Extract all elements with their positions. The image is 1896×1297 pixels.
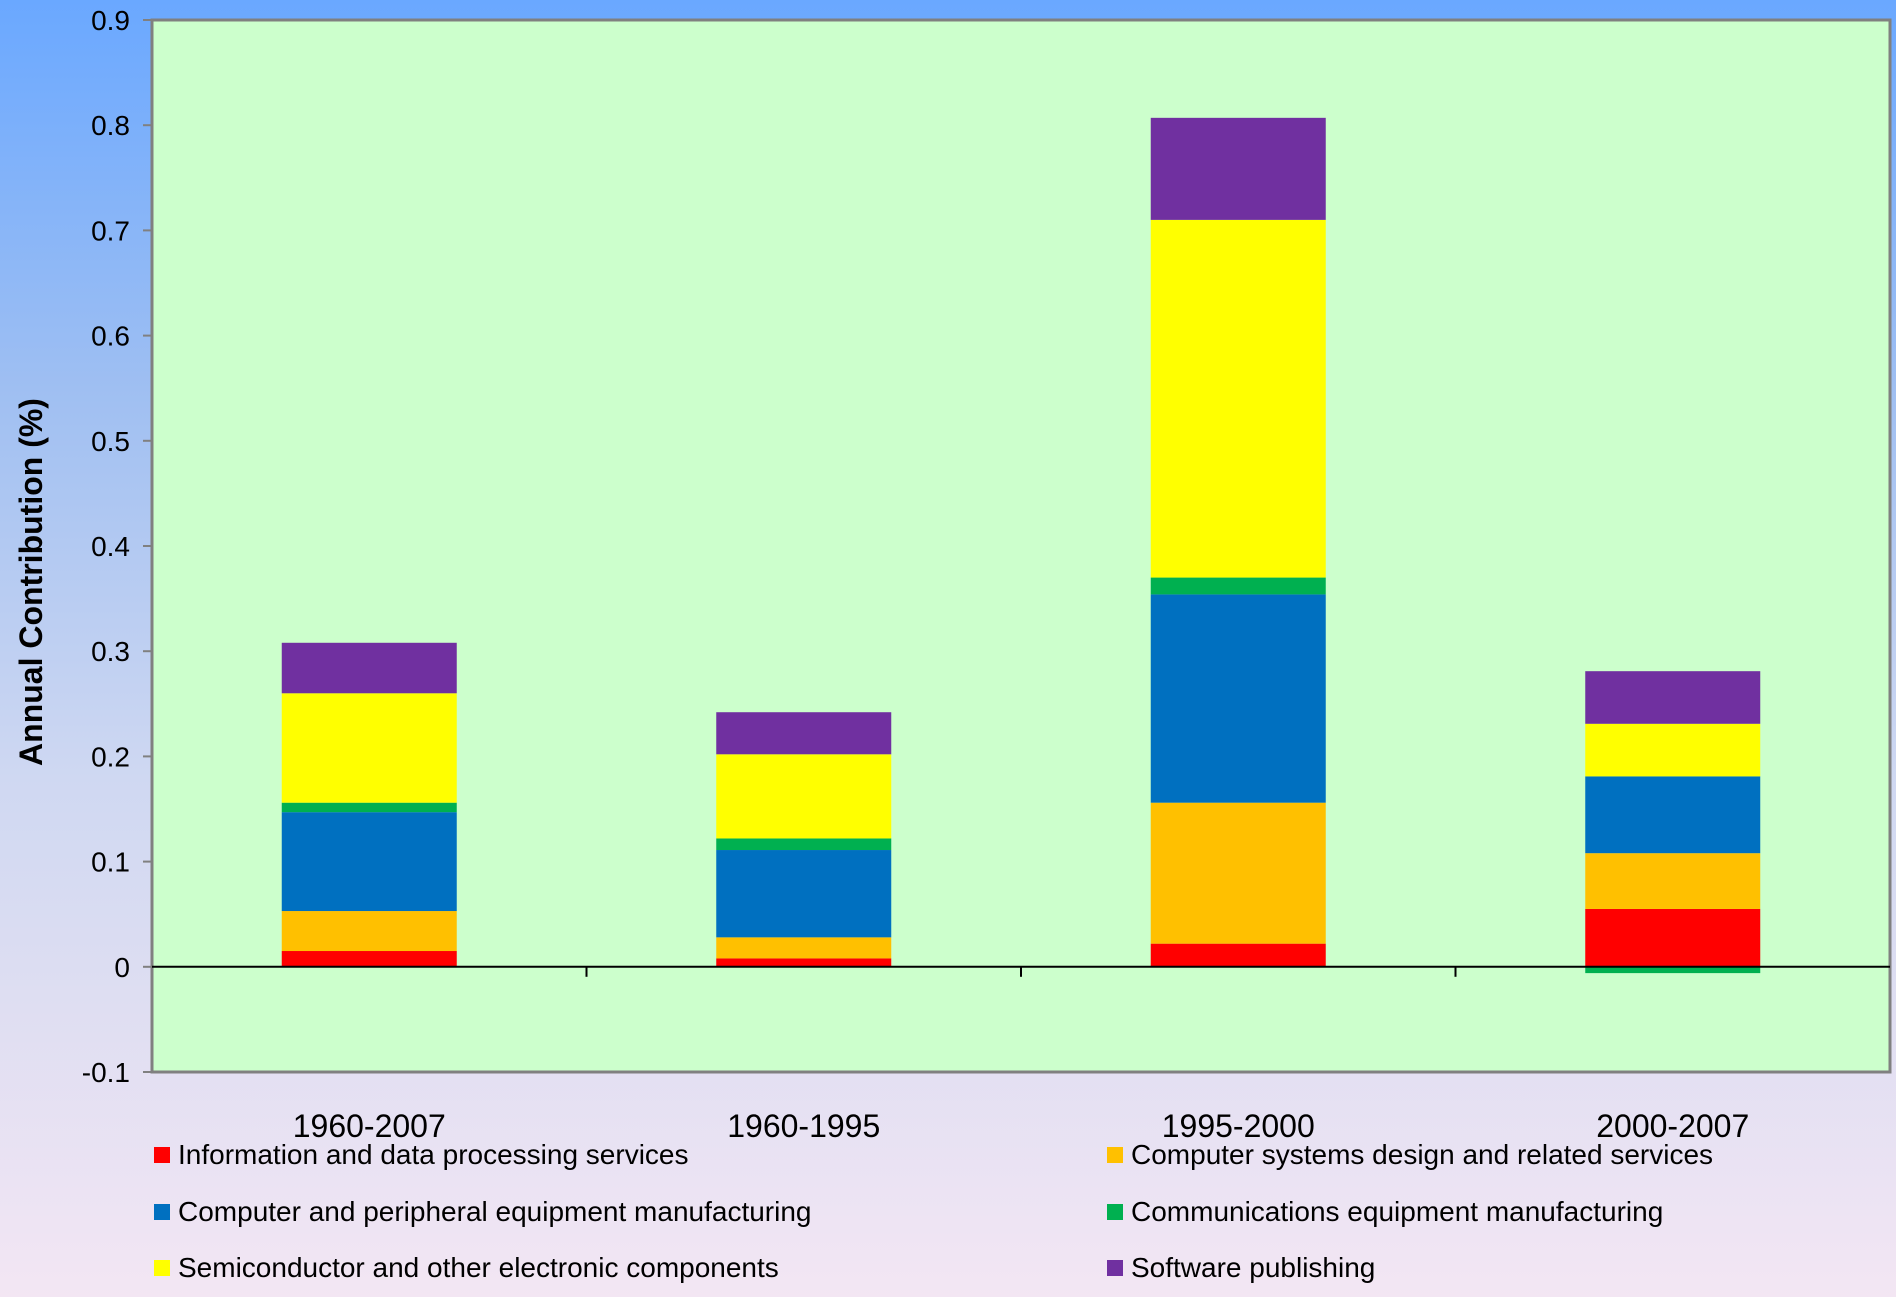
legend-label: Semiconductor and other electronic compo… — [178, 1252, 779, 1283]
bars — [281, 117, 1761, 974]
bar-segment — [1585, 776, 1761, 854]
bar-segment — [1150, 802, 1326, 944]
bar-segment — [281, 642, 457, 694]
bar-segment — [281, 911, 457, 952]
bar-segment — [281, 812, 457, 912]
y-tick-label: 0.3 — [91, 636, 130, 667]
bar-segment — [716, 937, 892, 959]
x-tick-label: 1960-2007 — [293, 1108, 446, 1144]
legend-label: Computer and peripheral equipment manufa… — [178, 1196, 812, 1227]
y-axis-label: Annual Contribution (%) — [13, 398, 49, 766]
y-tick-label: -0.1 — [82, 1057, 130, 1088]
bar-segment — [1150, 577, 1326, 595]
legend-swatch — [1107, 1204, 1123, 1220]
bar-segment — [281, 951, 457, 967]
y-tick-label: 0.7 — [91, 215, 130, 246]
y-tick-label: 0.9 — [91, 5, 130, 36]
bar-segment — [281, 693, 457, 803]
y-tick-label: 0.2 — [91, 741, 130, 772]
legend-swatch — [154, 1147, 170, 1163]
bar-segment — [1150, 943, 1326, 967]
bar-segment — [1150, 117, 1326, 220]
legend-label: Communications equipment manufacturing — [1131, 1196, 1663, 1227]
bar-segment — [1150, 219, 1326, 578]
y-tick-label: 0 — [114, 952, 130, 983]
y-tick-label: 0.1 — [91, 847, 130, 878]
x-tick-label: 2000-2007 — [1596, 1108, 1749, 1144]
bar-segment — [716, 850, 892, 938]
bar-segment — [716, 958, 892, 967]
legend-swatch — [1107, 1147, 1123, 1163]
y-tick-label: 0.4 — [91, 531, 130, 562]
bar-segment — [1150, 594, 1326, 803]
y-tick-label: 0.8 — [91, 110, 130, 141]
bar-segment — [281, 802, 457, 813]
bar-segment — [1585, 908, 1761, 967]
axes: 0.9 0.8 0.7 0.6 0.5 0.4 0.3 0.2 0.1 0 -0.1 1960-200… — [82, 5, 1890, 1144]
legend-swatch — [1107, 1260, 1123, 1276]
x-tick-label: 1995-2000 — [1162, 1108, 1315, 1144]
legend-swatch — [154, 1260, 170, 1276]
legend-label: Computer systems design and related serv… — [1131, 1139, 1713, 1170]
bar-segment — [1585, 671, 1761, 724]
legend-swatch — [154, 1204, 170, 1220]
legend-label: Software publishing — [1131, 1252, 1375, 1283]
bar-segment — [1585, 966, 1761, 974]
y-tick-label: 0.5 — [91, 426, 130, 457]
y-tick-label: 0.6 — [91, 321, 130, 352]
bar-segment — [716, 754, 892, 839]
bar-segment — [1585, 853, 1761, 909]
bar-segment — [716, 712, 892, 755]
bar-segment — [716, 838, 892, 851]
legend-label: Information and data processing services — [178, 1139, 689, 1170]
x-tick-label: 1960-1995 — [727, 1108, 880, 1144]
legend: Information and data processing services… — [154, 1139, 1713, 1283]
bar-segment — [1585, 723, 1761, 777]
